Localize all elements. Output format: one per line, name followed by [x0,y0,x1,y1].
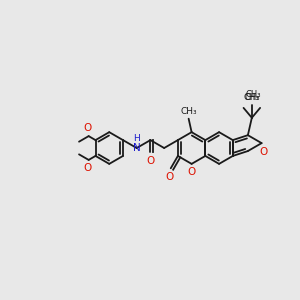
Text: O: O [260,147,268,157]
Text: O: O [83,163,92,173]
Text: N: N [133,142,141,152]
Text: CH₃: CH₃ [245,90,261,99]
Text: CH₃: CH₃ [244,93,259,102]
Text: O: O [83,123,92,133]
Text: O: O [146,156,154,166]
Text: O: O [188,167,196,177]
Text: CH₃: CH₃ [180,107,197,116]
Text: CH₃: CH₃ [244,93,260,102]
Text: O: O [166,172,174,182]
Text: H: H [133,134,140,142]
